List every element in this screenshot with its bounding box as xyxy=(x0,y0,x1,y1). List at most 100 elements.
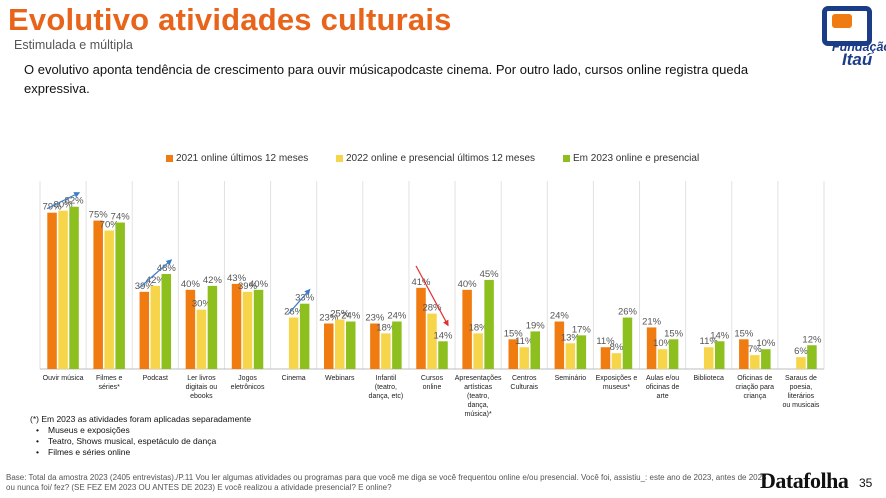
bar-filmes-e-series-2023 xyxy=(115,222,125,369)
data-label: 15% xyxy=(664,328,684,339)
bar-centros-culturais-2023 xyxy=(530,331,540,369)
category-label: (teatro, xyxy=(467,393,489,400)
bar-jogos-eletronicos-2023 xyxy=(253,289,264,369)
notes-item: Teatro, Shows musical, espetáculo de dan… xyxy=(36,436,251,447)
data-label: 39% xyxy=(238,281,258,292)
bar-centros-culturais-2021 xyxy=(508,339,518,369)
bar-infantil-teatro-danca-etc-2022 xyxy=(381,333,391,369)
trend-arrow-up-cinema xyxy=(288,288,311,314)
bar-ler-livros-digitais-ou-ebooks-2022 xyxy=(196,309,207,369)
data-label: 26% xyxy=(284,307,304,318)
bar-ler-livros-digitais-ou-ebooks-2023 xyxy=(207,285,218,369)
category-label: ebooks xyxy=(190,393,213,400)
data-label: 15% xyxy=(504,328,524,339)
data-label: 15% xyxy=(734,328,754,339)
bar-apresentacoes-artisticas-teatro-danca-musica-2023 xyxy=(484,279,494,369)
data-label: 30% xyxy=(192,299,212,310)
category-label: Cursos xyxy=(421,375,444,382)
data-label: 6% xyxy=(794,346,808,357)
category-label: Biblioteca xyxy=(694,375,724,382)
notes-title: (*) Em 2023 as atividades foram aplicada… xyxy=(30,414,252,424)
legend-item-2022: 2022 online e presencial últimos 12 mese… xyxy=(336,153,535,164)
notes-item: Filmes e séries online xyxy=(36,447,251,458)
bar-seminario-2023 xyxy=(576,335,587,369)
category-label: Exposições e xyxy=(596,375,638,382)
data-label: 11% xyxy=(515,336,534,347)
bar-seminario-2022 xyxy=(565,343,576,369)
data-label: 26% xyxy=(618,307,638,318)
data-label: 24% xyxy=(341,311,361,322)
legend-swatch-2023 xyxy=(563,154,570,162)
category-label: museus* xyxy=(603,384,631,391)
bar-apresentacoes-artisticas-teatro-danca-musica-2021 xyxy=(462,289,472,369)
data-label: 18% xyxy=(376,322,396,333)
data-label: 7% xyxy=(748,344,762,355)
notes-block: (*) Em 2023 as atividades foram aplicada… xyxy=(30,414,251,458)
data-label: 40% xyxy=(249,279,269,290)
chart-legend: 2021 online últimos 12 meses 2022 online… xyxy=(0,153,886,167)
data-label: 74% xyxy=(111,212,131,223)
data-label: 14% xyxy=(433,330,453,341)
category-label: Jogos xyxy=(238,375,257,382)
data-label: 75% xyxy=(89,210,109,221)
data-label: 11% xyxy=(700,336,719,347)
category-label: música)* xyxy=(465,411,493,418)
category-label: literários xyxy=(788,393,815,400)
data-label: 10% xyxy=(653,338,673,349)
category-label: séries* xyxy=(98,384,120,391)
bar-ouvir-musica-2023 xyxy=(69,206,79,369)
data-label: 23% xyxy=(365,312,385,323)
data-label: 19% xyxy=(526,320,546,331)
legend-swatch-2022 xyxy=(336,154,343,162)
data-label: 24% xyxy=(550,311,570,322)
notes-item: Museus e exposições xyxy=(36,425,251,436)
data-label: 43% xyxy=(227,273,247,284)
data-label: 41% xyxy=(411,277,431,288)
category-label: poesia, xyxy=(790,384,813,391)
bar-filmes-e-series-2021 xyxy=(93,220,103,369)
category-label: Infantil xyxy=(376,375,397,382)
category-label: dança, xyxy=(468,402,489,409)
legend-swatch-2021 xyxy=(166,154,173,162)
bar-saraus-de-poesia-literarios-ou-musicais-2022 xyxy=(796,357,806,369)
data-label: 28% xyxy=(422,303,442,314)
data-label: 40% xyxy=(458,279,478,290)
category-label: Seminário xyxy=(555,375,587,382)
category-label: arte xyxy=(657,393,669,400)
logo-line2: Itaú xyxy=(842,50,873,69)
data-label: 12% xyxy=(802,334,822,345)
intro-text: O evolutivo aponta tendência de crescime… xyxy=(24,62,749,96)
trend-arrow-up-podcast xyxy=(138,259,173,289)
legend-item-2021: 2021 online últimos 12 meses xyxy=(166,153,308,164)
legend-label-2023: Em 2023 online e presencial xyxy=(573,153,700,164)
category-label: Podcast xyxy=(143,375,168,382)
category-label: Ler livros xyxy=(187,375,216,382)
bar-ouvir-musica-2021 xyxy=(47,212,57,369)
category-label: Webinars xyxy=(325,375,355,382)
data-label: 13% xyxy=(561,332,581,343)
page-number: 35 xyxy=(859,476,873,490)
bar-biblioteca-2022 xyxy=(703,347,714,369)
data-label: 8% xyxy=(610,342,624,353)
category-label: eletrônicos xyxy=(231,384,265,391)
category-label: Cinema xyxy=(282,375,306,382)
category-label: Centros xyxy=(512,375,537,382)
bar-podcast-2022 xyxy=(150,285,161,369)
notes-list: Museus e exposições Teatro, Shows musica… xyxy=(30,425,251,458)
bar-webinars-2022 xyxy=(335,319,345,369)
category-label: digitais ou xyxy=(186,384,218,391)
bar-webinars-2023 xyxy=(346,321,356,369)
category-label: Saraus de xyxy=(785,375,817,382)
category-label: oficinas de xyxy=(646,384,680,391)
logo-line1: Fundação xyxy=(832,40,886,54)
category-label: dança, etc) xyxy=(369,393,404,400)
bar-aulas-e-ou-oficinas-de-arte-2023 xyxy=(668,339,679,369)
category-label: (teatro, xyxy=(375,384,397,391)
bar-infantil-teatro-danca-etc-2023 xyxy=(392,321,402,369)
data-label: 33% xyxy=(295,293,315,304)
bar-seminario-2021 xyxy=(554,321,565,369)
data-label: 24% xyxy=(387,311,407,322)
legend-label-2022: 2022 online e presencial últimos 12 mese… xyxy=(346,153,535,164)
bar-jogos-eletronicos-2021 xyxy=(231,283,242,369)
